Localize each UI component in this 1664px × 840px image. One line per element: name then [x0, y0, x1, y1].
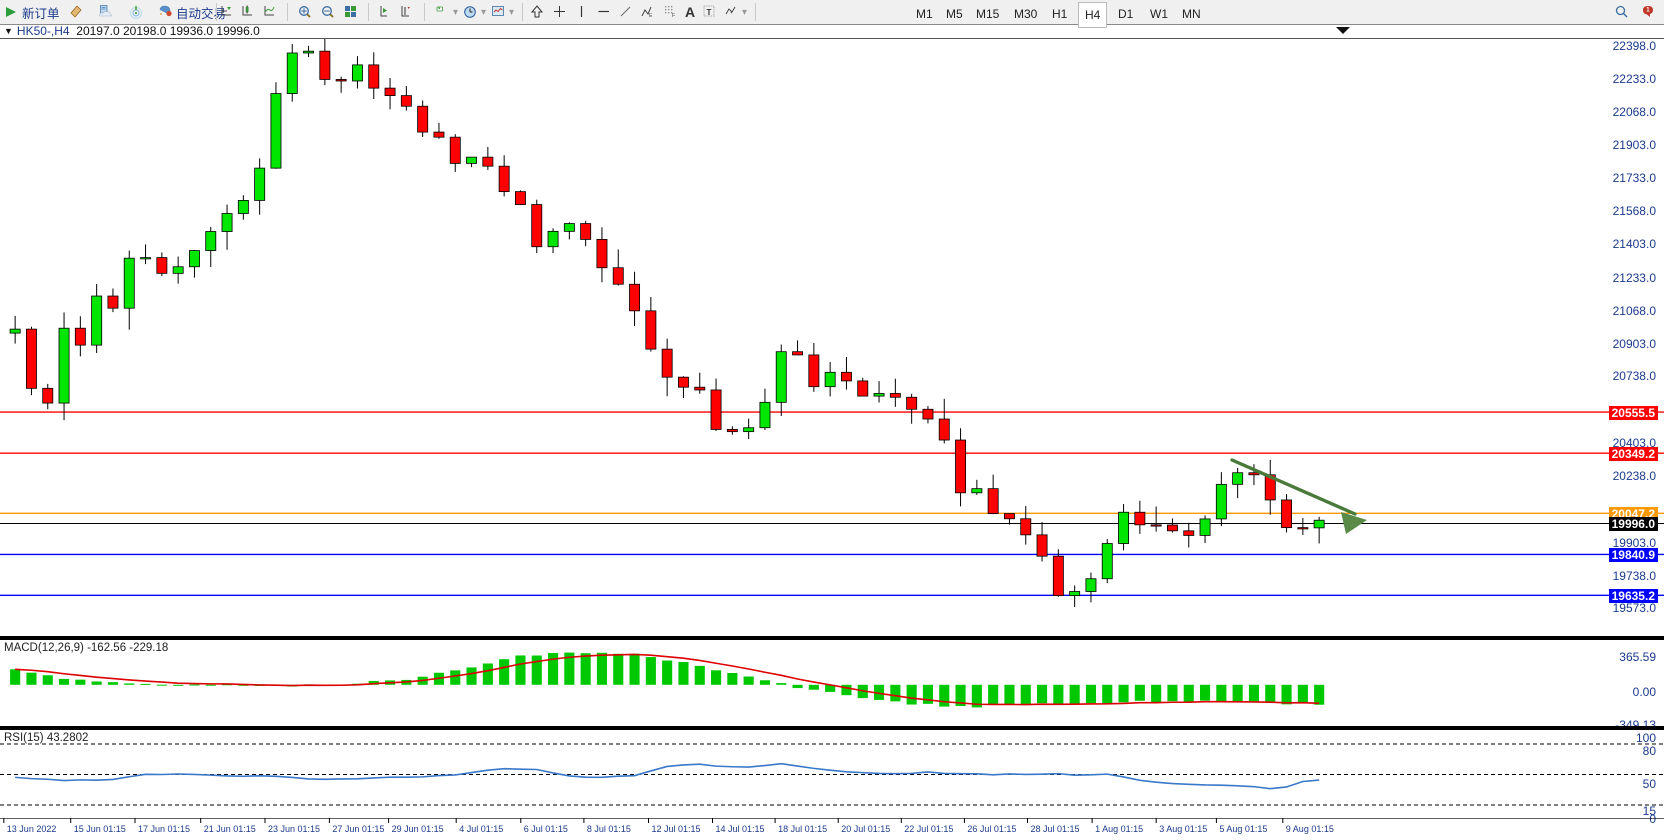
svg-text:F: F: [672, 13, 675, 19]
svg-text:E: E: [649, 13, 653, 19]
svg-text:T: T: [707, 8, 712, 17]
